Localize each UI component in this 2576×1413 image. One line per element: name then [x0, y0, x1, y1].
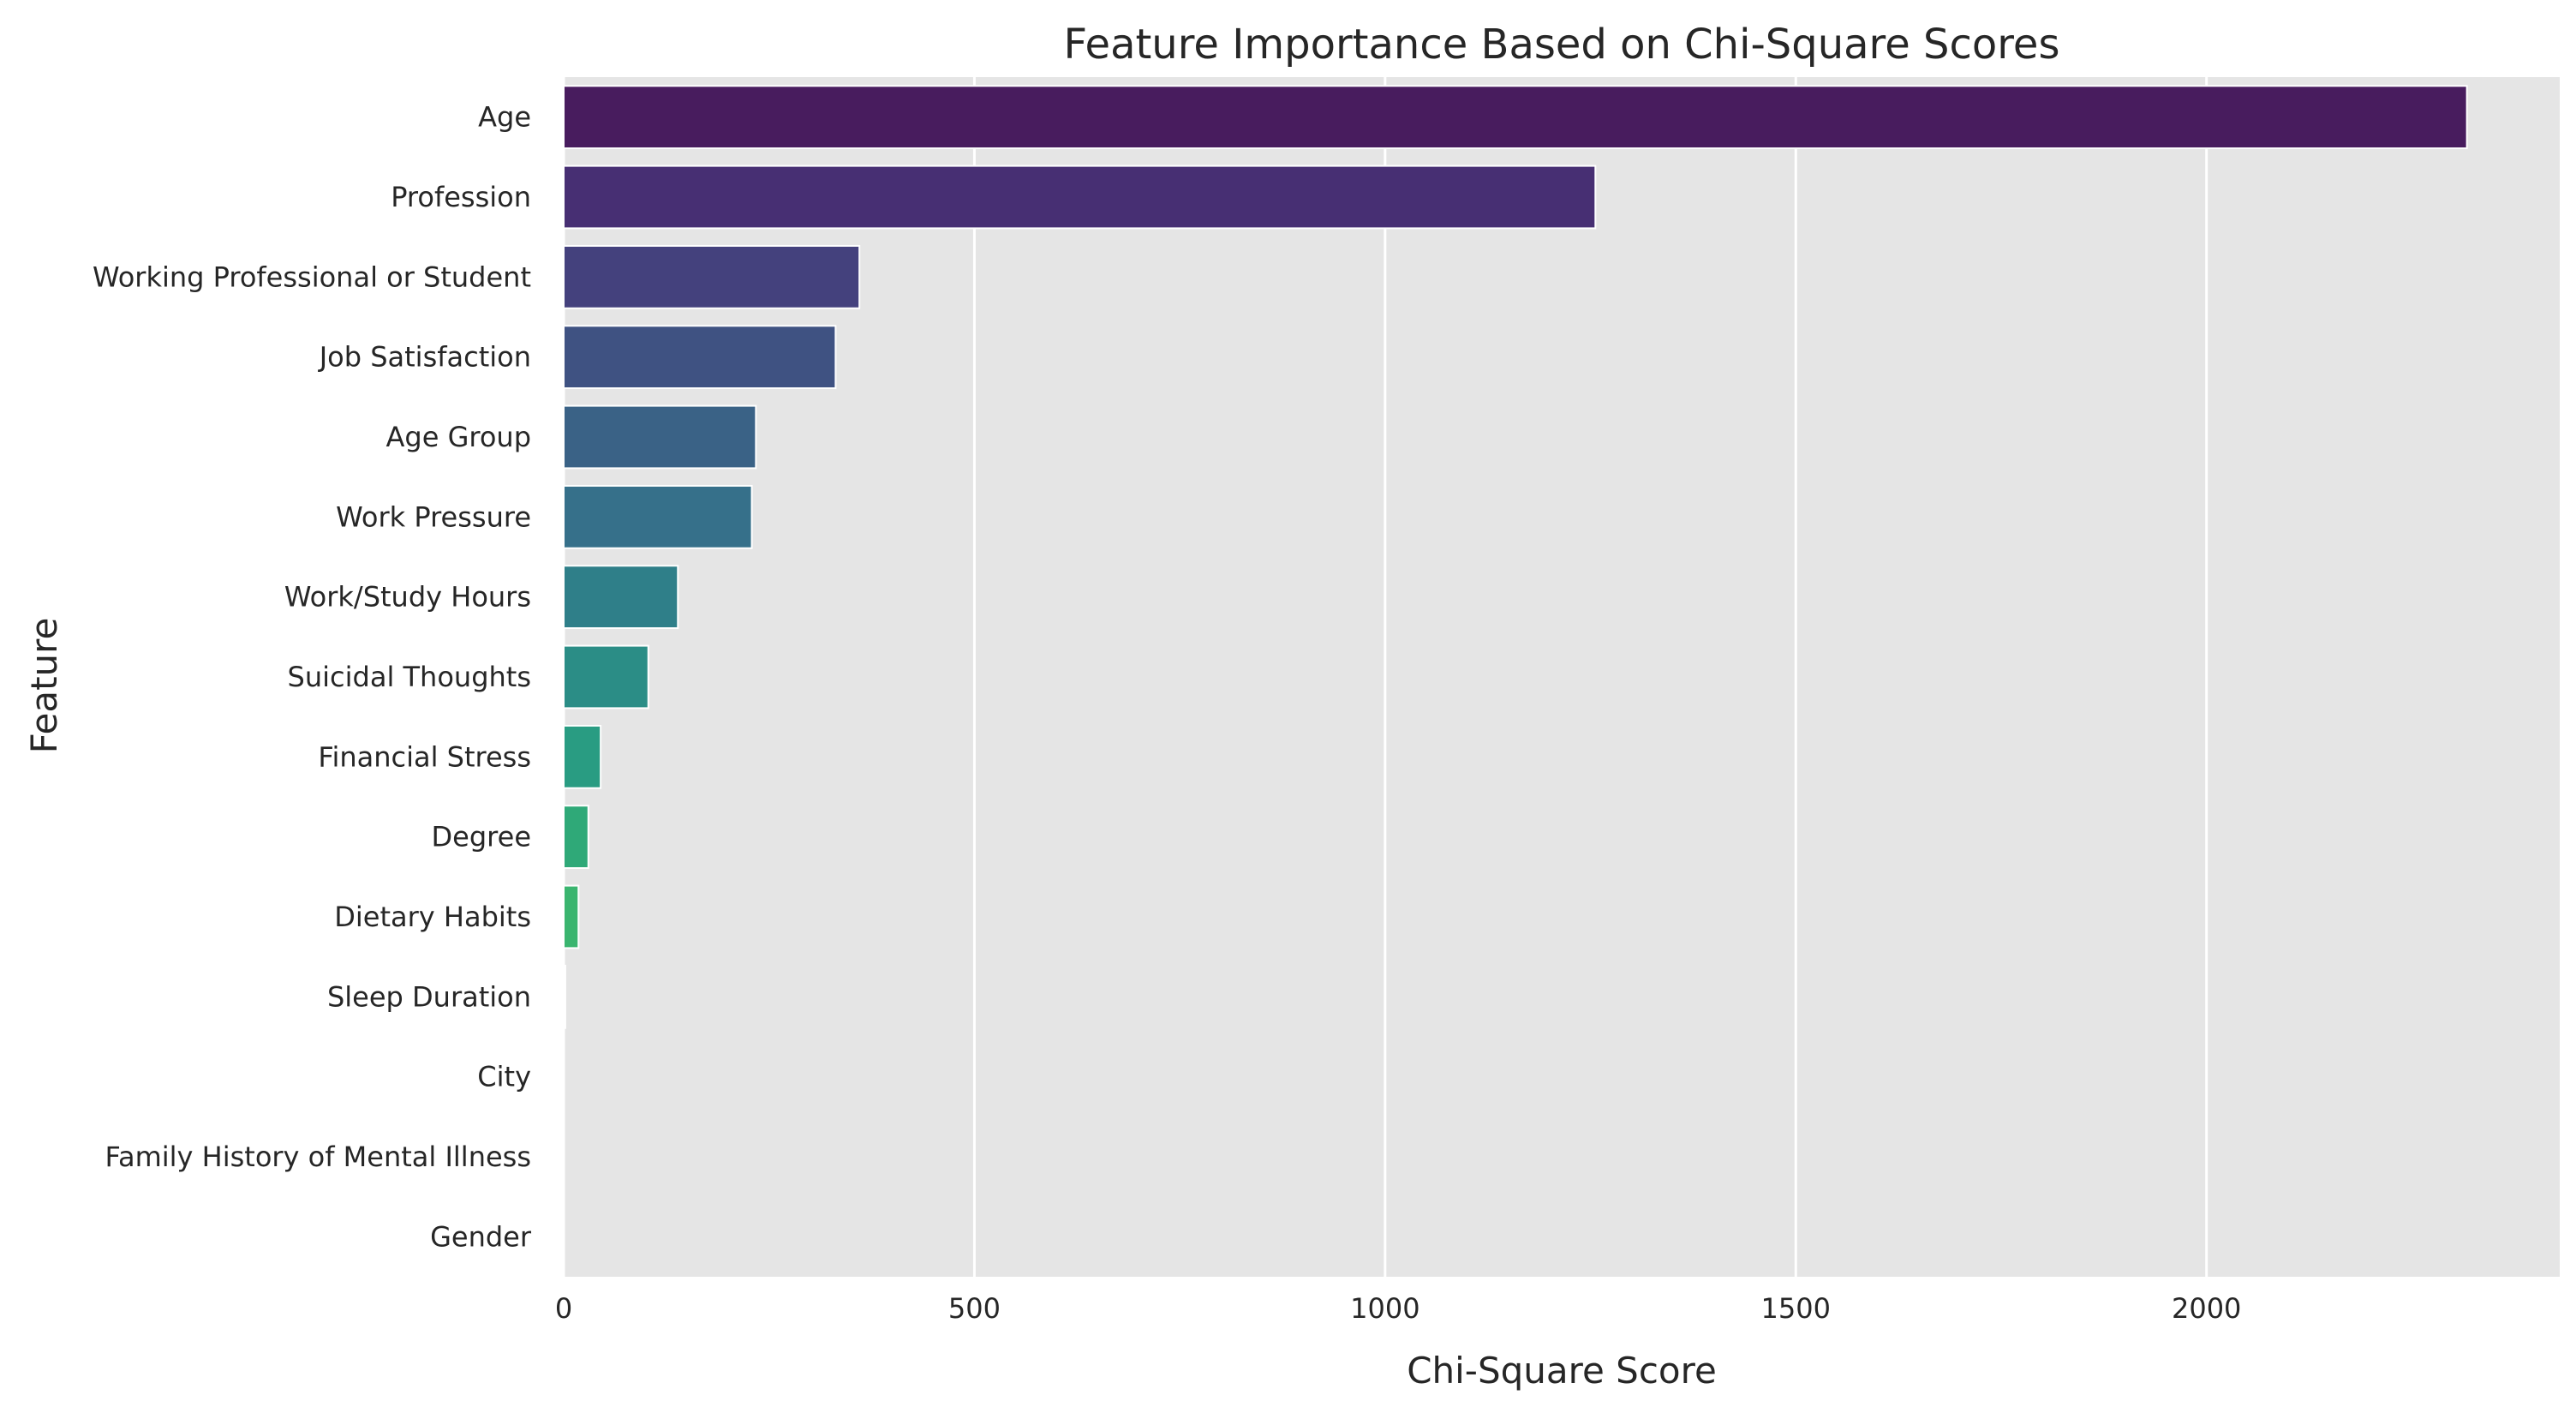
y-tick-label: Profession	[391, 181, 531, 213]
bar	[564, 166, 1595, 229]
y-tick-label: Family History of Mental Illness	[105, 1141, 532, 1173]
y-tick-label: Working Professional or Student	[93, 260, 531, 293]
bar	[564, 886, 578, 949]
y-tick-label: Age Group	[386, 421, 531, 453]
y-tick-label: Job Satisfaction	[318, 341, 531, 374]
y-tick-label: Work Pressure	[336, 500, 531, 533]
bar	[564, 406, 756, 469]
y-tick-label: Gender	[430, 1220, 532, 1253]
y-tick-label: Suicidal Thoughts	[288, 661, 531, 693]
x-tick-label: 500	[948, 1292, 1001, 1325]
chart-title: Feature Importance Based on Chi-Square S…	[1064, 21, 2060, 69]
y-tick-label: Work/Study Hours	[284, 581, 531, 614]
bar	[564, 486, 752, 548]
bar	[564, 726, 601, 788]
bar	[564, 646, 648, 709]
x-tick-label: 0	[555, 1292, 572, 1325]
x-tick-label: 1000	[1350, 1292, 1419, 1325]
bar	[564, 805, 589, 868]
bar	[564, 966, 565, 1028]
y-tick-label: Dietary Habits	[334, 901, 531, 933]
y-tick-label: Sleep Duration	[327, 980, 531, 1013]
x-tick-labels: 0 500 1000 1500 2000	[555, 1292, 2242, 1325]
plot-background	[564, 77, 2560, 1277]
x-axis-label: Chi-Square Score	[1407, 1350, 1717, 1392]
bar	[564, 86, 2467, 148]
bar	[564, 566, 678, 628]
x-tick-label: 2000	[2172, 1292, 2241, 1325]
y-tick-label: Financial Stress	[318, 740, 531, 773]
bar	[564, 326, 835, 388]
y-axis-label: Feature	[23, 618, 65, 754]
y-tick-label: City	[477, 1061, 531, 1093]
y-tick-labels: Age Profession Working Professional or Stu…	[93, 101, 532, 1254]
y-tick-label: Age	[478, 101, 531, 134]
bar	[564, 246, 859, 308]
y-tick-label: Degree	[432, 821, 531, 853]
x-tick-label: 1500	[1761, 1292, 1831, 1325]
